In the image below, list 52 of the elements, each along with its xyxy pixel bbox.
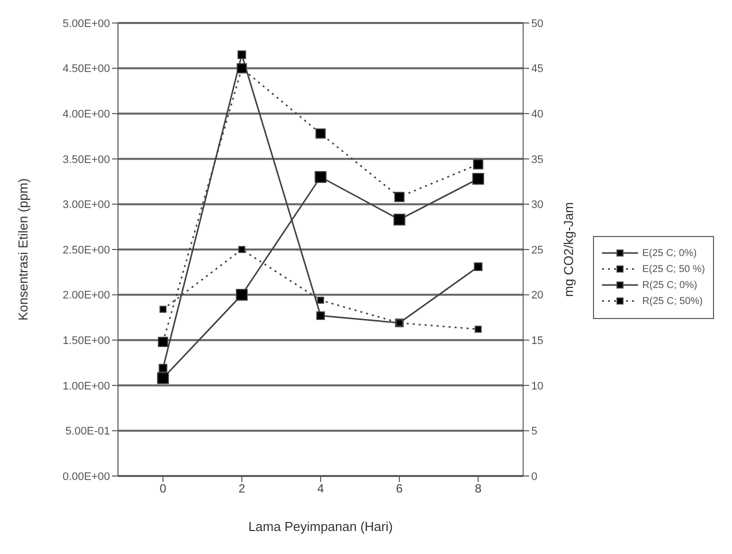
y2-tick-label: 5 [531,426,538,438]
y-tick-label: 5.00E+00 [62,18,110,30]
x-tick-label: 0 [160,482,167,496]
y2-tick-label: 50 [531,18,544,30]
x-tick-label: 8 [474,482,482,496]
y-axis-title: Konsentrasi Etilen (ppm) [16,178,31,321]
legend-label: R(25 C; 50%) [642,296,703,306]
y2-tick-label: 30 [531,199,544,212]
x-tick-label: 4 [317,482,324,496]
point [236,288,248,301]
point [393,214,406,226]
y2-tick-label: 20 [531,290,544,302]
point [474,262,482,272]
point [316,311,325,320]
point [317,296,324,304]
point [158,336,168,348]
point [157,372,169,384]
y2-axis-title: mg CO2/kg-Jam [560,202,576,297]
y2-tick-label: 25 [531,244,544,256]
point [314,171,326,183]
point [473,159,484,170]
point [394,192,404,202]
y-tick-label: 3.00E+00 [62,199,110,212]
point [238,246,246,253]
y2-tick-label: 10 [531,380,544,392]
y-tick-label: 0.00E+00 [62,470,110,483]
y-tick-label: 2.00E+00 [62,290,110,302]
y-tick-label: 4.50E+00 [62,63,110,76]
x-axis-title: Lama Peyimpanan (Hari) [248,519,393,534]
y2-tick-label: 15 [531,335,544,348]
x-tick-label: 2 [238,482,246,496]
y2-tick-label: 0 [531,470,538,483]
y-tick-label: 5.00E-01 [65,426,110,438]
legend-label: E(25 C; 50 %) [642,264,705,274]
y-tick-label: 2.50E+00 [62,244,110,256]
y2-tick-label: 45 [531,63,544,76]
point [472,172,484,185]
y-tick-label: 3.50E+00 [62,154,110,166]
point [315,128,326,139]
y2-tick-label: 40 [531,108,544,121]
point [236,63,247,74]
legend-label: E(25 C; 0%) [642,248,697,258]
y-tick-label: 1.50E+00 [62,335,110,348]
x-tick-label: 6 [396,482,404,496]
point [237,50,246,60]
legend-label: R(25 C; 0%) [642,280,698,290]
point [474,326,482,333]
y2-tick-label: 35 [531,154,544,166]
point [158,364,168,372]
y-tick-label: 4.00E+00 [62,108,110,121]
point [160,306,166,313]
y-tick-label: 1.00E+00 [62,380,110,392]
